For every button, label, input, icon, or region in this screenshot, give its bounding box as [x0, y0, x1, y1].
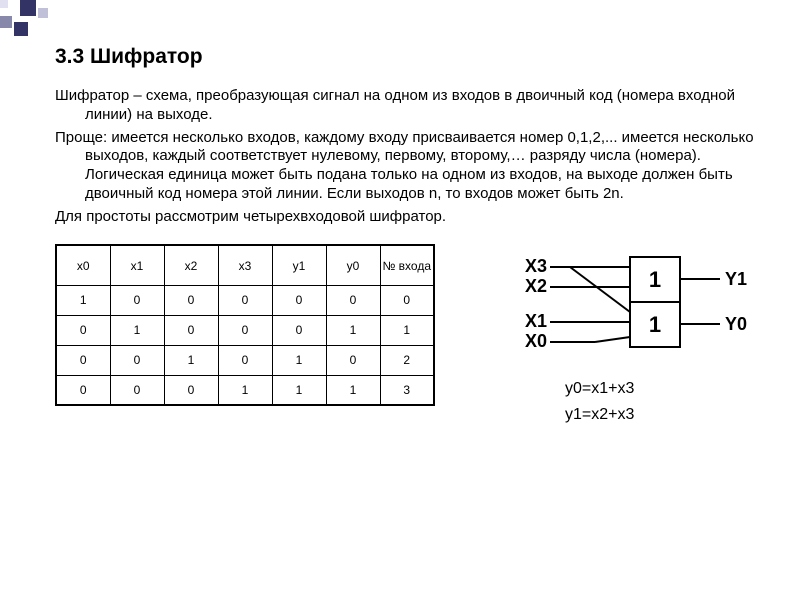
table-cell: 0	[164, 315, 218, 345]
deco-sq	[14, 22, 28, 36]
slide-content: 3.3 Шифратор Шифратор – схема, преобразу…	[0, 0, 800, 444]
equation: y0=x1+x3	[565, 380, 755, 398]
table-cell: 1	[164, 345, 218, 375]
table-cell: 3	[380, 375, 434, 405]
table-cell: 0	[56, 315, 110, 345]
table-cell: 0	[110, 345, 164, 375]
table-cell: 0	[110, 285, 164, 315]
table-cell: 1	[380, 315, 434, 345]
table-cell: 0	[272, 315, 326, 345]
table-cell: 0	[326, 285, 380, 315]
table-row: 1000000	[56, 285, 434, 315]
output-label: Y0	[725, 314, 747, 334]
input-label: X1	[525, 311, 547, 331]
table-row: 0001113	[56, 375, 434, 405]
paragraph-definition: Шифратор – схема, преобразующая сигнал н…	[55, 87, 760, 125]
col-header: x2	[164, 245, 218, 285]
paragraph-explanation: Проще: имеется несколько входов, каждому…	[55, 129, 760, 204]
table-cell: 0	[326, 345, 380, 375]
deco-sq	[20, 0, 36, 16]
table-cell: 1	[218, 375, 272, 405]
output-label: Y1	[725, 269, 747, 289]
table-cell: 0	[164, 375, 218, 405]
input-label: X2	[525, 276, 547, 296]
equation: y1=x2+x3	[565, 406, 755, 424]
deco-sq	[38, 8, 48, 18]
deco-sq	[0, 16, 12, 28]
table-cell: 1	[56, 285, 110, 315]
col-header: y0	[326, 245, 380, 285]
table-cell: 0	[218, 345, 272, 375]
input-label: X0	[525, 331, 547, 351]
table-cell: 0	[380, 285, 434, 315]
truth-table: x0 x1 x2 x3 y1 y0 № входа 10000000100011…	[55, 244, 435, 406]
section-heading: 3.3 Шифратор	[55, 45, 760, 69]
gate-label: 1	[649, 312, 661, 337]
decorative-squares	[0, 0, 60, 40]
table-body: 1000000010001100101020001113	[56, 285, 434, 405]
table-cell: 0	[218, 285, 272, 315]
table-cell: 1	[326, 375, 380, 405]
wire	[570, 267, 630, 312]
table-cell: 1	[272, 375, 326, 405]
paragraph-example-intro: Для простоты рассмотрим четырехвходовой …	[55, 208, 760, 227]
col-header: x1	[110, 245, 164, 285]
wire	[595, 337, 630, 342]
col-header: x0	[56, 245, 110, 285]
table-row: 0010102	[56, 345, 434, 375]
lower-panel: x0 x1 x2 x3 y1 y0 № входа 10000000100011…	[55, 244, 760, 424]
encoder-diagram: 1 1 X3 X2 X1 X0 Y1 Y0	[475, 242, 755, 372]
table-cell: 0	[110, 375, 164, 405]
table-cell: 0	[164, 285, 218, 315]
table-cell: 2	[380, 345, 434, 375]
table-row: 0100011	[56, 315, 434, 345]
table-cell: 1	[272, 345, 326, 375]
table-cell: 0	[272, 285, 326, 315]
table-header-row: x0 x1 x2 x3 y1 y0 № входа	[56, 245, 434, 285]
col-header: y1	[272, 245, 326, 285]
col-header: x3	[218, 245, 272, 285]
table-cell: 0	[218, 315, 272, 345]
input-label: X3	[525, 256, 547, 276]
table-cell: 0	[56, 375, 110, 405]
diagram-area: 1 1 X3 X2 X1 X0 Y1 Y0	[475, 242, 755, 424]
deco-sq	[0, 0, 8, 8]
table-cell: 1	[326, 315, 380, 345]
table-cell: 0	[56, 345, 110, 375]
table-cell: 1	[110, 315, 164, 345]
gate-label: 1	[649, 267, 661, 292]
col-header: № входа	[380, 245, 434, 285]
